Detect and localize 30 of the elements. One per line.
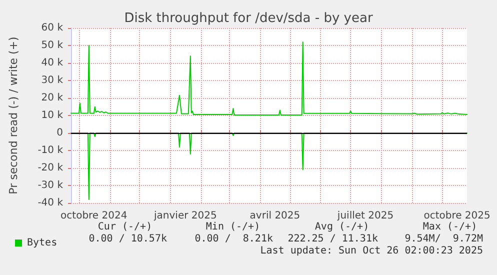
line-series <box>70 42 468 116</box>
y-tick-label: 40 k <box>41 58 64 68</box>
y-tick-label: -10 k <box>38 145 64 156</box>
text: 222.25 / 11.31k <box>288 234 378 244</box>
legend-label: Bytes <box>27 238 58 248</box>
x-tick-label: octobre 2025 <box>424 210 490 222</box>
y-tick-label: 10 k <box>41 110 64 121</box>
text: Min (-/+) <box>206 222 260 232</box>
text: 9.54M/ 9.72M <box>404 234 483 244</box>
x-tick-label: janvier 2025 <box>153 210 217 222</box>
text: Max (-/+) <box>422 222 478 232</box>
y-tick-label: -30 k <box>38 180 64 191</box>
y-tick-label: 20 k <box>41 92 64 104</box>
line-series <box>70 132 468 200</box>
y-tick-label: 30 k <box>41 75 64 86</box>
text: Avg (-/+) <box>314 222 370 232</box>
y-tick-label: -40 k <box>38 198 64 208</box>
text: 0.00 / 8.21k <box>194 234 273 244</box>
x-tick-label: octobre 2024 <box>60 210 128 222</box>
x-tick-label: avril 2025 <box>250 210 300 222</box>
y-tick-label: 0 <box>56 128 63 138</box>
text: 0.00 / 10.57k <box>88 234 167 244</box>
x-tick-label: juillet 2025 <box>336 210 394 222</box>
chart-title: Disk throughput for /dev/sda - by year <box>124 11 374 26</box>
y-tick-label: -20 k <box>38 162 64 174</box>
y-tick-label: 60 k <box>41 22 64 34</box>
text: Last update: Sun Oct 26 02:00:23 2025 <box>260 246 483 256</box>
text: Cur (-/+) <box>98 222 152 232</box>
y-axis-title: Pr second read (-) / write (+) <box>7 36 20 194</box>
y-tick-label: 50 k <box>41 40 64 51</box>
